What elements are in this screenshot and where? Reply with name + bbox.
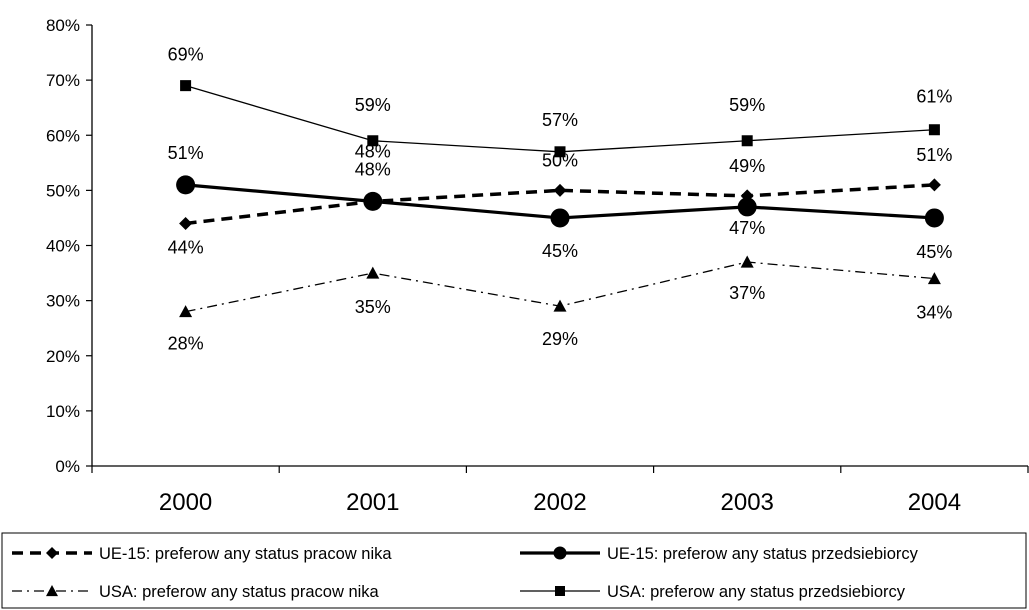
data-label: 47% [729, 218, 765, 238]
data-point [553, 299, 567, 312]
data-label: 35% [355, 297, 391, 317]
data-label: 51% [168, 143, 204, 163]
data-label: 59% [355, 95, 391, 115]
y-tick-label: 40% [46, 237, 80, 256]
data-point [554, 146, 566, 158]
y-tick-label: 80% [46, 16, 80, 35]
data-point [928, 124, 940, 136]
data-label: 44% [168, 237, 204, 257]
data-label: 37% [729, 283, 765, 303]
legend: UE-15: preferow any status pracow nika UE… [1, 532, 1027, 609]
data-point [927, 178, 941, 192]
x-tick-label: 2002 [533, 489, 586, 516]
data-point [180, 80, 192, 92]
y-tick-label: 30% [46, 292, 80, 311]
data-point [179, 305, 193, 318]
data-point [924, 208, 944, 228]
y-tick-label: 50% [46, 181, 80, 200]
data-point [737, 197, 757, 217]
legend-label: USA: preferow any status przedsiebiorcy [607, 583, 906, 601]
data-point [550, 208, 570, 228]
data-labels: 44% 48% 50% 49% 51% 51% 48% 45% 47% 45% 28% 35% 29% 3… [168, 45, 953, 354]
legend-label: UE-15: preferow any status pracow nika [99, 545, 392, 563]
data-point [366, 266, 380, 279]
data-point [741, 135, 753, 147]
data-point [553, 183, 567, 197]
legend-label: UE-15: preferow any status przedsiebiorc… [607, 545, 919, 563]
legend-marker [46, 547, 58, 559]
y-tick-label: 20% [46, 347, 80, 366]
legend-marker [555, 586, 565, 596]
legend-marker [553, 546, 567, 560]
data-label: 45% [542, 241, 578, 261]
data-point [740, 255, 754, 268]
data-label: 51% [916, 145, 952, 165]
data-point [363, 191, 383, 211]
data-label: 48% [355, 159, 391, 179]
legend-box [1, 532, 1027, 609]
x-tick-label: 2003 [721, 489, 774, 516]
y-tick-label: 0% [55, 457, 80, 476]
axes: 0% 10% 20% 30% 40% 50% 60% 70% 80% 2000 2001 2002 20… [46, 16, 1029, 516]
legend-marker [46, 585, 58, 597]
legend-label: USA: preferow any status pracow nika [99, 583, 380, 601]
x-tick-label: 2000 [159, 489, 212, 516]
data-point [176, 175, 196, 195]
data-label: 45% [916, 242, 952, 262]
y-tick-label: 70% [46, 71, 80, 90]
data-point [367, 135, 379, 147]
data-label: 61% [916, 87, 952, 107]
data-label: 34% [916, 303, 952, 323]
data-label: 69% [168, 45, 204, 65]
data-label: 59% [729, 95, 765, 115]
x-tick-label: 2004 [908, 489, 961, 516]
data-label: 29% [542, 329, 578, 349]
x-tick-label: 2001 [346, 489, 399, 516]
y-tick-label: 10% [46, 402, 80, 421]
y-tick-label: 60% [46, 126, 80, 145]
data-label: 50% [542, 150, 578, 170]
data-label: 28% [168, 334, 204, 354]
data-label: 48% [355, 141, 391, 161]
data-point [179, 216, 193, 230]
data-point [927, 272, 941, 285]
data-label: 57% [542, 110, 578, 130]
series-layer [176, 80, 944, 318]
data-label: 49% [729, 156, 765, 176]
